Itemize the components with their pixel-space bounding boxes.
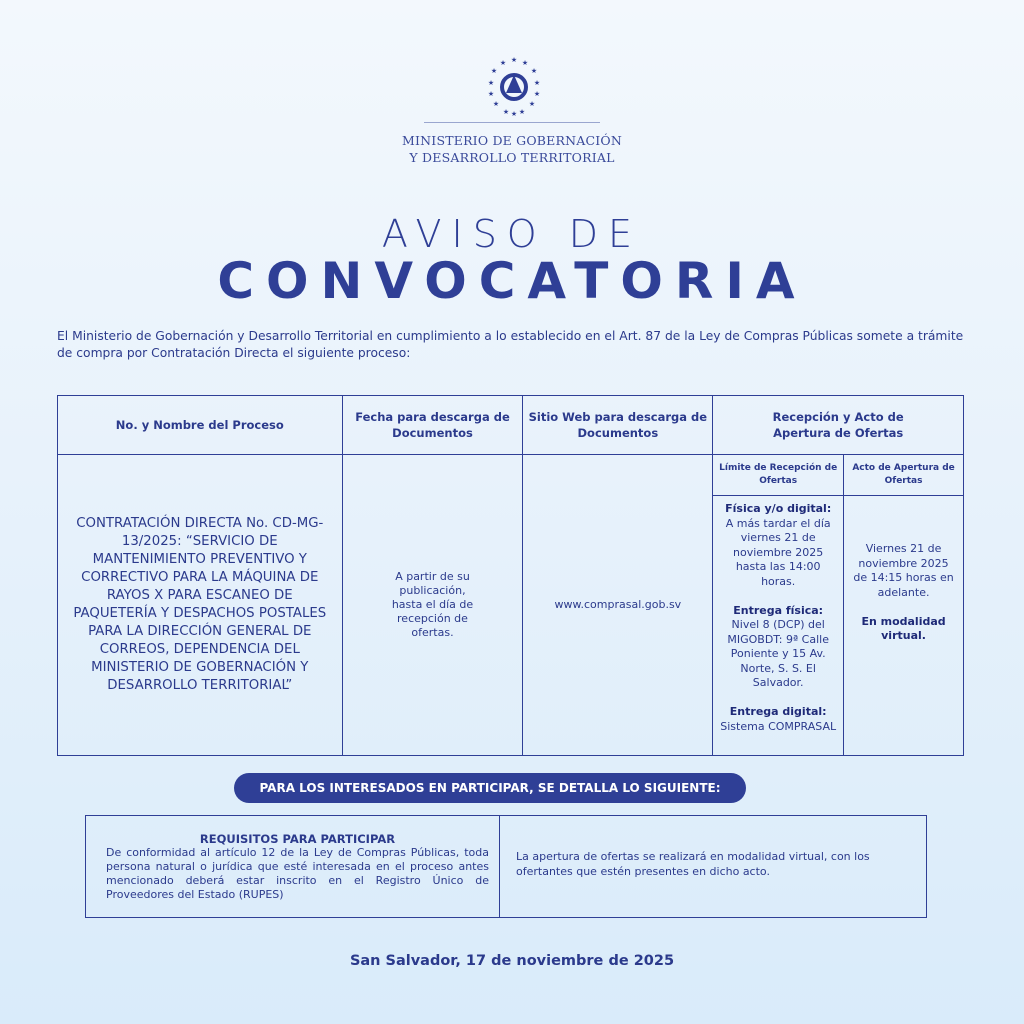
participants-banner: PARA LOS INTERESADOS EN PARTICIPAR, SE D… [234,773,746,803]
svg-text:★: ★ [531,67,537,75]
download-date: A partir de su publicación, hasta el día… [341,454,524,756]
opening-mode: En modalidad virtual. [861,614,946,643]
reception-limit: Física y/o digital: A más tardar el día v… [712,495,845,756]
svg-text:★: ★ [534,79,540,87]
svg-text:★: ★ [519,108,525,116]
header-download-date: Fecha para descarga de Documentos [341,395,524,455]
limit-heading-1: Física y/o digital: [725,502,832,515]
svg-text:★: ★ [500,59,506,67]
subheader-opening: Acto de Apertura de Ofertas [843,454,964,496]
svg-text:★: ★ [491,67,497,75]
svg-text:★: ★ [493,100,499,108]
process-name: CONTRATACIÓN DIRECTA No. CD-MG-13/2025: … [57,454,343,756]
svg-text:★: ★ [529,100,535,108]
requirements-left: REQUISITOS PARA PARTICIPAR De conformida… [86,816,500,917]
requirements-title: REQUISITOS PARA PARTICIPAR [199,832,396,846]
limit-text-1: A más tardar el día viernes 21 de noviem… [725,516,831,588]
header-reception: Recepción y Acto de Apertura de Ofertas [712,395,964,455]
svg-text:★: ★ [488,90,494,98]
svg-text:★: ★ [511,110,517,116]
place-date: San Salvador, 17 de noviembre de 2025 [349,953,675,969]
requirements-box: REQUISITOS PARA PARTICIPAR De conformida… [85,815,927,918]
title-line-1: AVISO DE [381,212,643,256]
header-process: No. y Nombre del Proceso [57,395,343,455]
website-link[interactable]: www.comprasal.gob.sv [522,454,714,756]
svg-text:★: ★ [522,59,528,67]
limit-text-3: Sistema COMPRASAL [720,719,837,733]
title-line-2: CONVOCATORIA [217,252,807,310]
svg-text:★: ★ [534,90,540,98]
opening-act: Viernes 21 de noviembre 2025 de 14:15 ho… [843,495,964,756]
subheader-limit: Límite de Recepción de Ofertas [712,454,845,496]
header-website: Sitio Web para descarga de Documentos [522,395,714,455]
ministry-line-2: Y DESARROLLO TERRITORIAL [409,150,615,165]
opening-text: Viernes 21 de noviembre 2025 de 14:15 ho… [853,542,954,599]
ministry-line-1: MINISTERIO DE GOBERNACIÓN [402,133,622,148]
limit-text-2: Nivel 8 (DCP) del MIGOBDT: 9ª Calle Poni… [727,618,829,689]
requirements-text: De conformidad al artículo 12 de la Ley … [106,846,489,901]
intro-text: El Ministerio de Gobernación y Desarroll… [57,329,964,360]
svg-text:★: ★ [511,56,517,64]
svg-text:★: ★ [488,79,494,87]
divider [424,122,600,123]
limit-heading-2: Entrega física: [733,603,824,617]
ministry-name: MINISTERIO DE GOBERNACIÓN Y DESARROLLO T… [300,132,724,166]
limit-heading-3: Entrega digital: [729,705,827,718]
requirements-note: La apertura de ofertas se realizará en m… [516,850,870,878]
svg-text:★: ★ [503,108,509,116]
process-table: No. y Nombre del Proceso Fecha para desc… [57,395,964,756]
coat-of-arms-emblem: ★★ ★ ★ ★★ ★ ★ ★★ ★ ★ ★ ★ [488,56,540,116]
